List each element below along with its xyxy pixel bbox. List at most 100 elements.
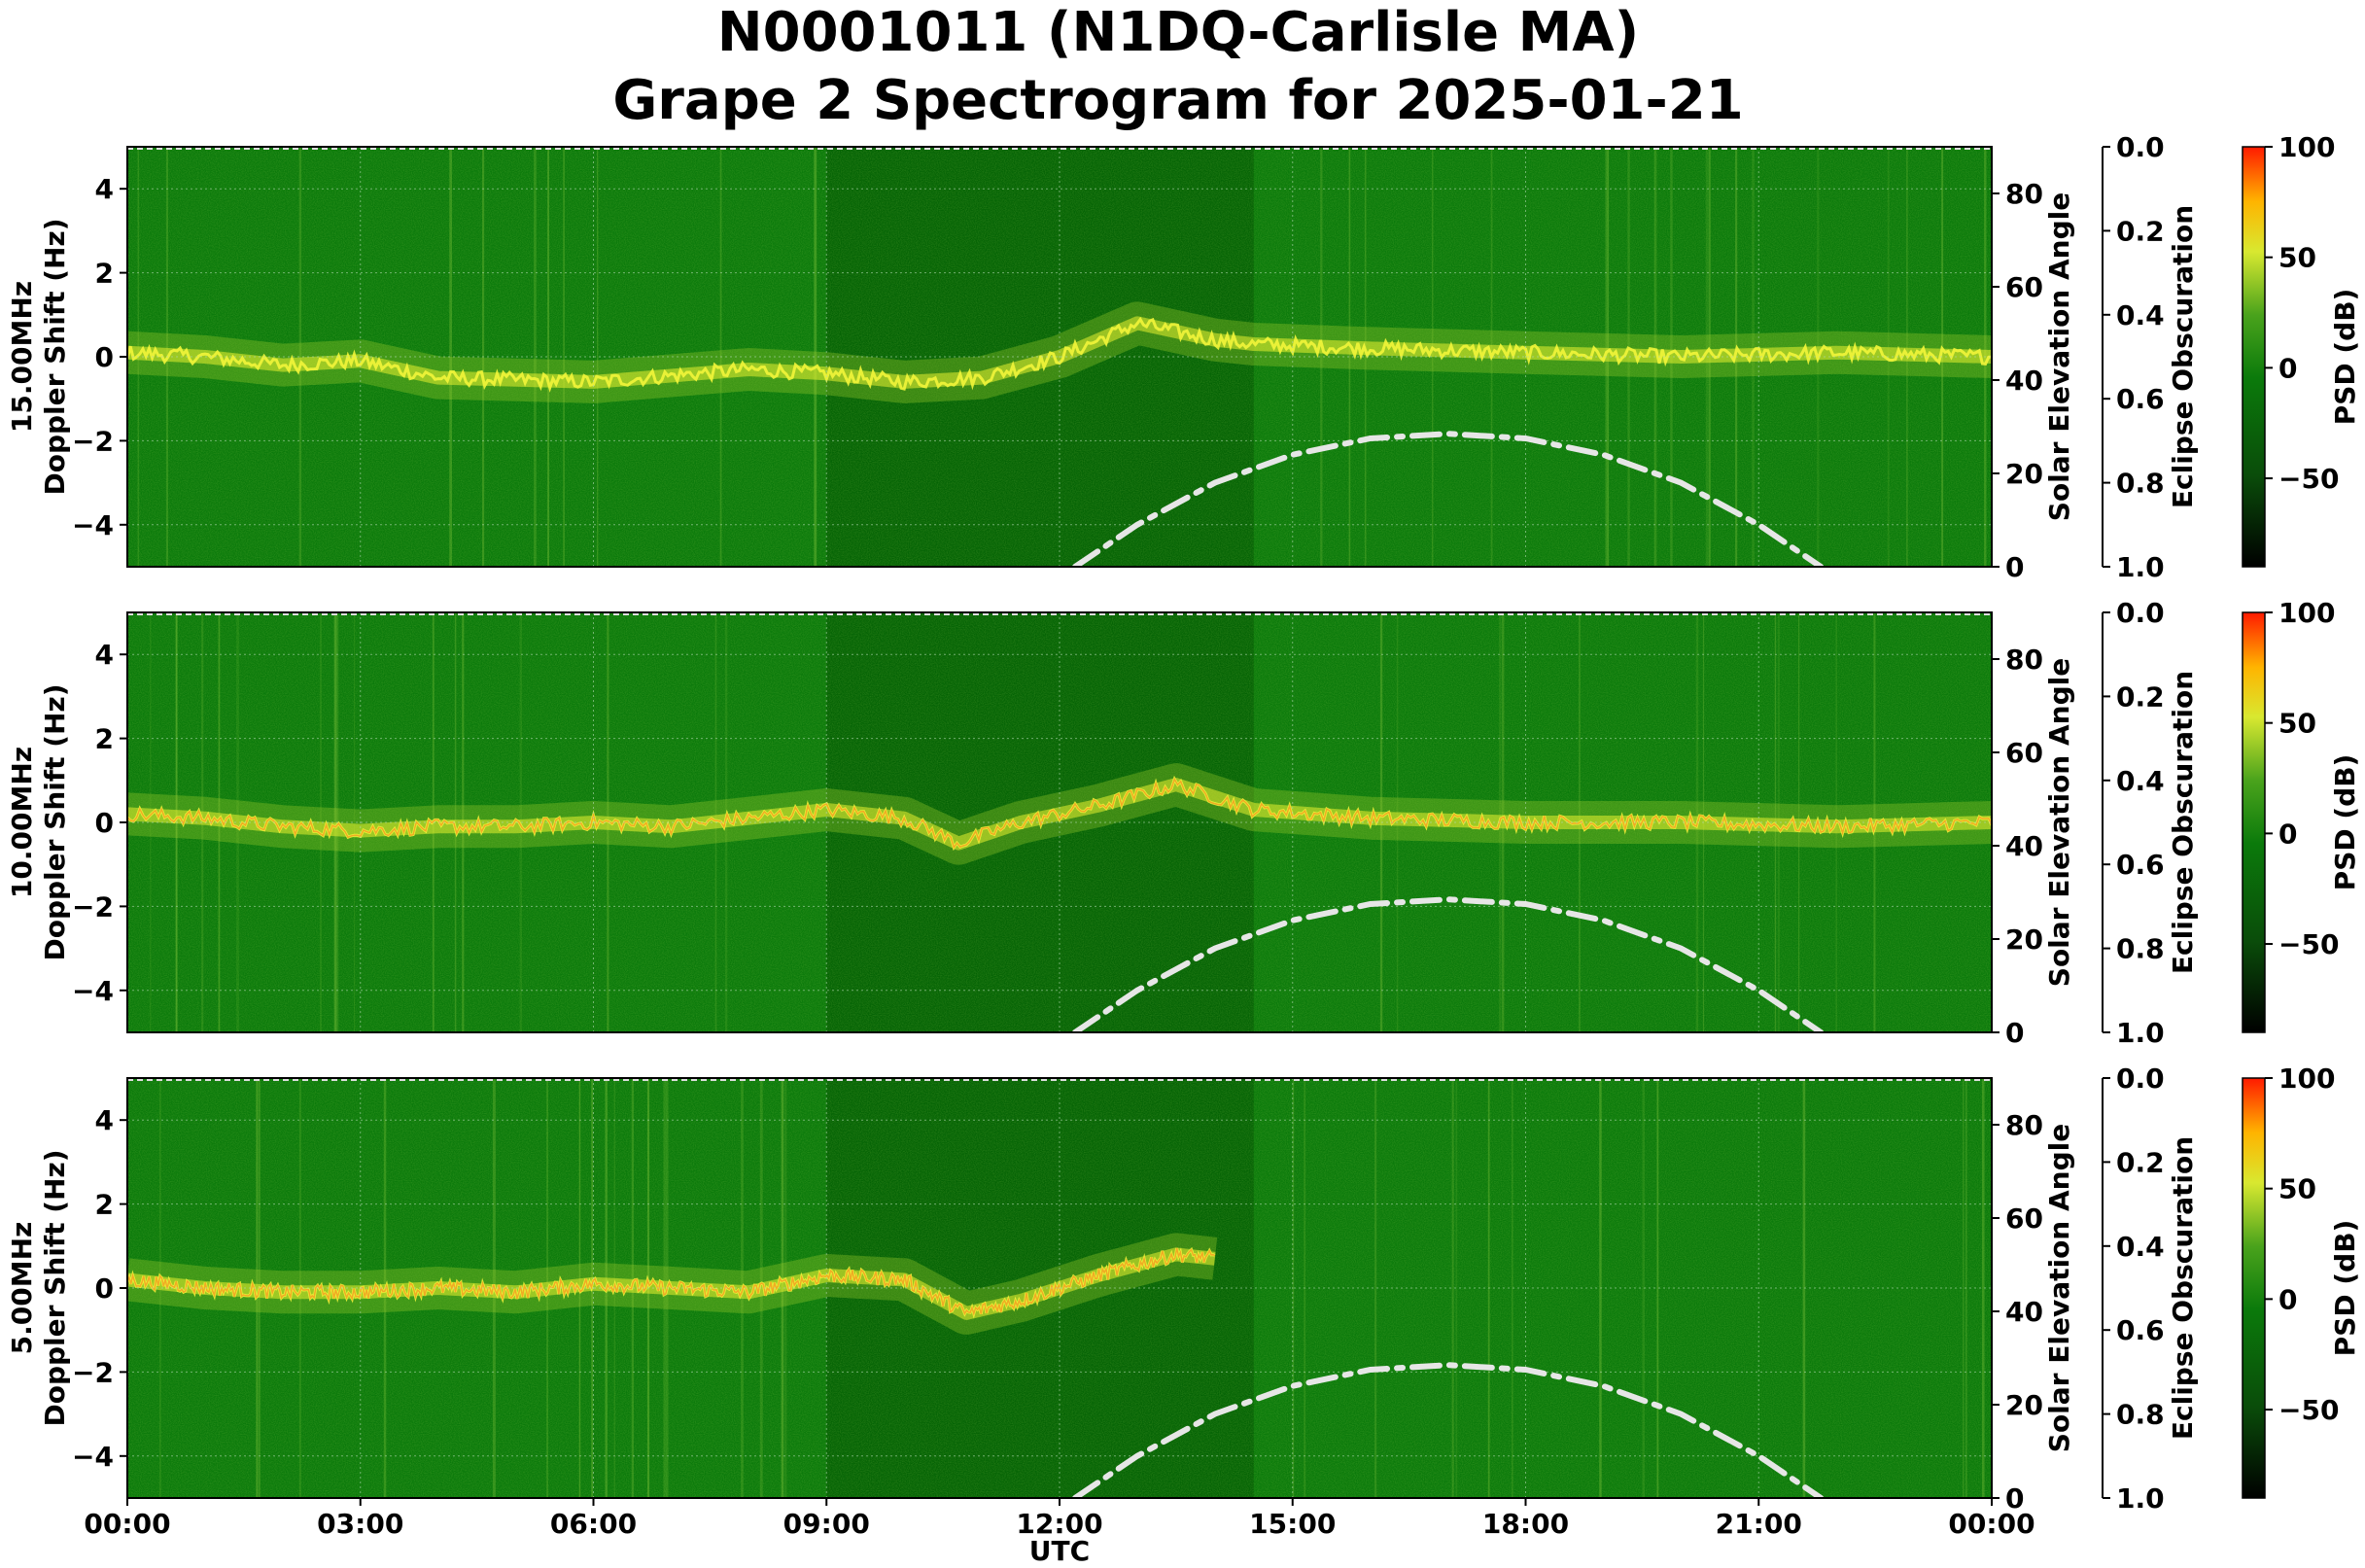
colorbar-tick-label: 50 (2278, 1173, 2316, 1205)
figure-title-line1: N0001011 (N1DQ-Carlisle MA) (717, 1, 1639, 64)
solar-tick-label: 20 (2005, 458, 2043, 490)
solar-elevation-label: Solar Elevation Angle (2043, 1124, 2075, 1452)
y-tick-label: 4 (95, 1104, 114, 1136)
spectrogram-area (127, 147, 1992, 567)
y-tick-label: 2 (95, 723, 114, 755)
colorbar-tick-label: 0 (2278, 352, 2297, 384)
solar-tick-label: 80 (2005, 178, 2043, 210)
interference-streak (1320, 147, 1323, 567)
colorbar-tick-label: 0 (2278, 818, 2297, 850)
eclipse-obscuration-label: Eclipse Obscuration (2167, 205, 2199, 508)
solar-tick-label: 40 (2005, 1296, 2043, 1328)
solar-elevation-curve (1072, 431, 1825, 567)
y-axis-label-doppler: Doppler Shift (Hz) (39, 218, 71, 495)
solar-tick-label: 80 (2005, 1109, 2043, 1141)
y-axis-label-doppler: Doppler Shift (Hz) (39, 683, 71, 960)
solar-tick-label: 0 (2005, 1482, 2024, 1515)
y-tick-label: −4 (72, 509, 114, 541)
x-tick-label: 03:00 (317, 1508, 403, 1540)
colorbar-tick-label: −50 (2278, 928, 2339, 960)
eclipse-tick-label: 0.4 (2116, 765, 2165, 797)
interference-streak (1642, 1078, 1646, 1498)
eclipse-tick-label: 0.6 (2116, 1314, 2165, 1346)
y-tick-label: −4 (72, 975, 114, 1007)
solar-tick-label: 40 (2005, 365, 2043, 397)
solar-elevation-curve (1072, 896, 1825, 1032)
panel-10-00mhz: 420−2−410.00MHzDoppler Shift (Hz)8060402… (6, 597, 2361, 1049)
solar-tick-label: 40 (2005, 830, 2043, 862)
colorbar (2242, 1077, 2266, 1499)
colorbar-tick-label: −50 (2278, 463, 2339, 495)
y-axis-label-frequency: 5.00MHz (6, 1222, 38, 1355)
eclipse-tick-label: 0.0 (2116, 131, 2165, 163)
y-tick-label: 0 (95, 341, 114, 373)
eclipse-tick-label: 0.4 (2116, 299, 2165, 331)
figure-title-line2: Grape 2 Spectrogram for 2025-01-21 (612, 69, 1743, 132)
solar-elevation-label: Solar Elevation Angle (2043, 658, 2075, 987)
y-tick-label: 0 (95, 807, 114, 839)
colorbar-tick-label: 100 (2278, 131, 2335, 163)
spectrogram-area (127, 612, 1992, 1032)
y-tick-label: −4 (72, 1441, 114, 1473)
eclipse-tick-label: 1.0 (2116, 551, 2165, 583)
interference-streak (1364, 147, 1367, 567)
spectrogram-area (127, 1078, 1992, 1498)
y-axis-label-frequency: 10.00MHz (6, 747, 38, 898)
colorbar-tick-label: 50 (2278, 708, 2316, 740)
eclipse-tick-label: 0.6 (2116, 849, 2165, 881)
solar-tick-label: 60 (2005, 737, 2043, 769)
x-tick-label: 00:00 (84, 1508, 170, 1540)
colorbar-label: PSD (dB) (2329, 289, 2361, 426)
solar-tick-label: 20 (2005, 923, 2043, 956)
y-axis-label: 15.00MHzDoppler Shift (Hz) (6, 218, 71, 495)
eclipse-tick-label: 0.0 (2116, 597, 2165, 629)
colorbar (2242, 611, 2266, 1033)
y-axis-label-frequency: 15.00MHz (6, 281, 38, 433)
eclipse-tick-label: 0.6 (2116, 383, 2165, 415)
y-tick-label: −2 (72, 1356, 114, 1388)
solar-tick-label: 0 (2005, 551, 2024, 583)
colorbar-tick-label: 50 (2278, 242, 2316, 274)
interference-streak (1963, 1078, 1965, 1498)
interference-streak (1292, 1078, 1295, 1498)
interference-streak (333, 612, 337, 1032)
interference-streak (597, 147, 599, 567)
eclipse-tick-label: 0.2 (2116, 1146, 2165, 1178)
eclipse-tick-label: 1.0 (2116, 1482, 2165, 1515)
colorbar (2242, 146, 2266, 568)
interference-streak (1348, 147, 1351, 567)
solar-tick-label: 80 (2005, 644, 2043, 676)
interference-streak (547, 147, 549, 567)
eclipse-tick-label: 0.0 (2116, 1063, 2165, 1095)
interference-streak (1802, 1078, 1806, 1498)
colorbar-tick-label: −50 (2278, 1394, 2339, 1426)
x-tick-label: 12:00 (1016, 1508, 1102, 1540)
x-axis-label: UTC (1029, 1535, 1090, 1567)
x-tick-label: 21:00 (1716, 1508, 1802, 1540)
interference-streak (1512, 1078, 1513, 1498)
y-axis-label: 5.00MHzDoppler Shift (Hz) (6, 1149, 71, 1426)
doppler-trace-hot (127, 777, 1992, 850)
interference-streak (449, 147, 453, 567)
panel-5-00mhz: 420−2−45.00MHzDoppler Shift (Hz)80604020… (6, 1063, 2361, 1515)
eclipse-tick-label: 0.4 (2116, 1231, 2165, 1263)
solar-tick-label: 60 (2005, 1202, 2043, 1235)
solar-elevation-curve (1072, 1362, 1825, 1498)
x-tick-label: 06:00 (550, 1508, 637, 1540)
interference-streak (563, 147, 565, 567)
y-tick-label: 2 (95, 258, 114, 290)
eclipse-tick-label: 0.8 (2116, 468, 2165, 500)
interference-streak (1656, 1078, 1659, 1498)
y-axis-label-doppler: Doppler Shift (Hz) (39, 1149, 71, 1426)
colorbar-tick-label: 100 (2278, 597, 2335, 629)
eclipse-tick-label: 1.0 (2116, 1017, 2165, 1049)
interference-streak (1981, 1078, 1985, 1498)
y-tick-label: −2 (72, 890, 114, 923)
y-axis-label: 10.00MHzDoppler Shift (Hz) (6, 683, 71, 960)
interference-streak (1374, 1078, 1377, 1498)
solar-tick-label: 0 (2005, 1017, 2024, 1049)
y-tick-label: 4 (95, 639, 114, 671)
doppler-trace (127, 316, 1992, 393)
x-tick-label: 15:00 (1249, 1508, 1336, 1540)
